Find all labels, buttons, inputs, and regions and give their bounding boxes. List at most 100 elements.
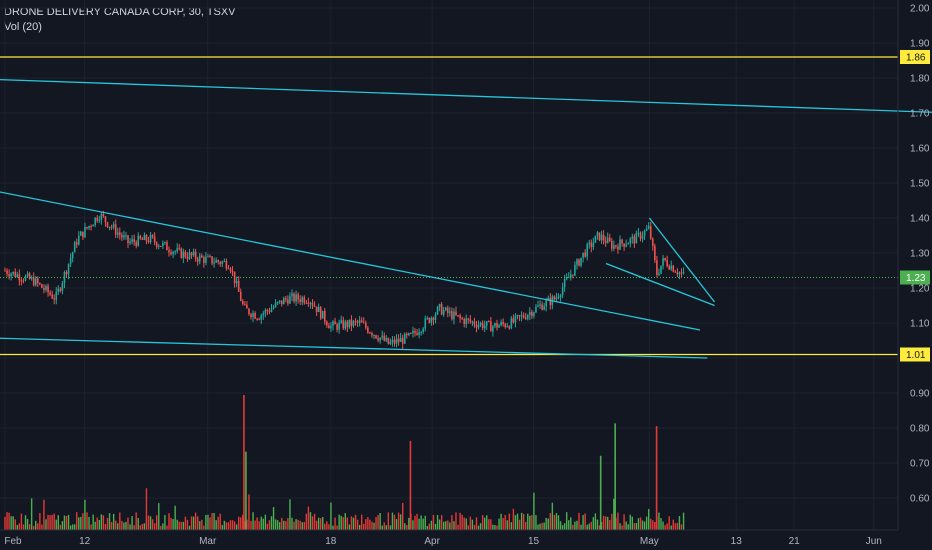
volume-bar xyxy=(303,522,305,530)
trendlines xyxy=(0,78,932,359)
candle-body xyxy=(574,264,576,276)
candle-body xyxy=(580,257,582,266)
candle-body xyxy=(194,251,197,259)
volume-bar xyxy=(123,522,125,530)
candle-body xyxy=(73,242,76,253)
candle-body xyxy=(252,313,254,318)
candle-body xyxy=(621,239,623,244)
candle-body xyxy=(473,321,476,325)
volume-bar xyxy=(279,522,281,530)
volume-bar xyxy=(420,515,422,530)
candle-body xyxy=(367,327,369,333)
candle-body xyxy=(278,300,281,302)
candle-body xyxy=(444,307,447,311)
volume-bar xyxy=(205,514,207,530)
volume-bar xyxy=(498,518,500,530)
volume-bar xyxy=(270,516,273,530)
volume-bar xyxy=(619,523,621,530)
candle-body xyxy=(12,271,14,274)
volume-bar xyxy=(188,525,191,530)
candle-body xyxy=(479,322,482,325)
candle-body xyxy=(182,251,185,258)
volume-bar xyxy=(338,514,340,530)
candle-body xyxy=(436,306,439,315)
y-tick-label: 1.50 xyxy=(910,179,930,190)
volume-bar xyxy=(365,519,367,530)
volume-bar xyxy=(287,518,289,530)
volume-bar xyxy=(39,513,41,530)
volume-bar xyxy=(78,517,80,530)
candle-body xyxy=(217,260,219,263)
candle-body xyxy=(239,291,242,302)
volume-bar xyxy=(463,517,465,530)
candle-body xyxy=(504,323,506,327)
candle-body xyxy=(123,235,125,238)
candle-body xyxy=(301,297,304,302)
candle-body xyxy=(80,231,82,236)
time-axis: Feb 12 Mar 18 Apr 15 May 13 21 Jun xyxy=(0,529,898,547)
price-badge-label: 1.01 xyxy=(906,350,926,361)
candle-body xyxy=(299,299,301,302)
volume-bar xyxy=(57,515,59,530)
candle-body xyxy=(155,242,158,247)
candle-body xyxy=(283,298,285,305)
volume-bar xyxy=(594,513,597,530)
volume-bar xyxy=(182,521,185,530)
volume-bar xyxy=(22,524,25,530)
candle-body xyxy=(500,321,502,326)
volume-bar xyxy=(266,523,269,530)
candle-body xyxy=(139,235,142,239)
candle-body xyxy=(69,258,72,264)
candle-body xyxy=(82,231,84,238)
volume-bar xyxy=(102,515,105,530)
candle-body xyxy=(668,266,670,270)
price-badge-label: 1.86 xyxy=(906,53,926,64)
candle-body xyxy=(652,238,654,246)
volume-bar xyxy=(568,520,570,530)
candle-body xyxy=(371,333,373,336)
candle-body xyxy=(293,293,295,302)
volume-bar xyxy=(346,517,349,530)
candle-body xyxy=(385,337,388,341)
candle-body xyxy=(447,307,449,313)
volume-bar xyxy=(334,517,336,530)
volume-bar xyxy=(549,513,551,530)
volume-bar xyxy=(363,523,365,530)
candle-body xyxy=(53,298,55,300)
candle-body xyxy=(641,235,644,239)
volume-bar xyxy=(238,516,240,530)
volume-bar xyxy=(172,519,174,530)
y-tick-label: 1.90 xyxy=(910,39,930,50)
candle-body xyxy=(438,304,441,307)
volume-bar xyxy=(30,498,33,530)
candle-body xyxy=(264,309,267,314)
volume-bar xyxy=(244,521,246,530)
volume-bar xyxy=(162,523,164,530)
candle-body xyxy=(131,239,133,242)
volume-bar xyxy=(8,512,10,530)
candle-body xyxy=(256,318,258,320)
candle-body xyxy=(153,236,156,243)
candle-body xyxy=(332,321,334,326)
volume-bar xyxy=(582,515,584,530)
volume-bar xyxy=(414,515,416,530)
x-tick-label: Jun xyxy=(866,536,882,547)
volume-bar xyxy=(391,512,394,530)
volume-bar xyxy=(119,512,121,530)
volume-bar xyxy=(457,524,459,530)
candle-body xyxy=(481,322,484,329)
volume-bar xyxy=(104,524,107,530)
volume-bar xyxy=(55,519,57,530)
volume-bar xyxy=(147,515,150,530)
candle-body xyxy=(567,277,570,279)
candle-body xyxy=(26,273,29,277)
candle-body xyxy=(145,235,148,241)
x-tick-label: 21 xyxy=(789,536,801,547)
candle-body xyxy=(321,310,324,319)
volume-bar xyxy=(88,516,90,530)
volume-bar xyxy=(643,521,646,530)
candle-body xyxy=(488,321,490,323)
candle-body xyxy=(424,318,427,329)
volume-bar xyxy=(625,521,627,530)
